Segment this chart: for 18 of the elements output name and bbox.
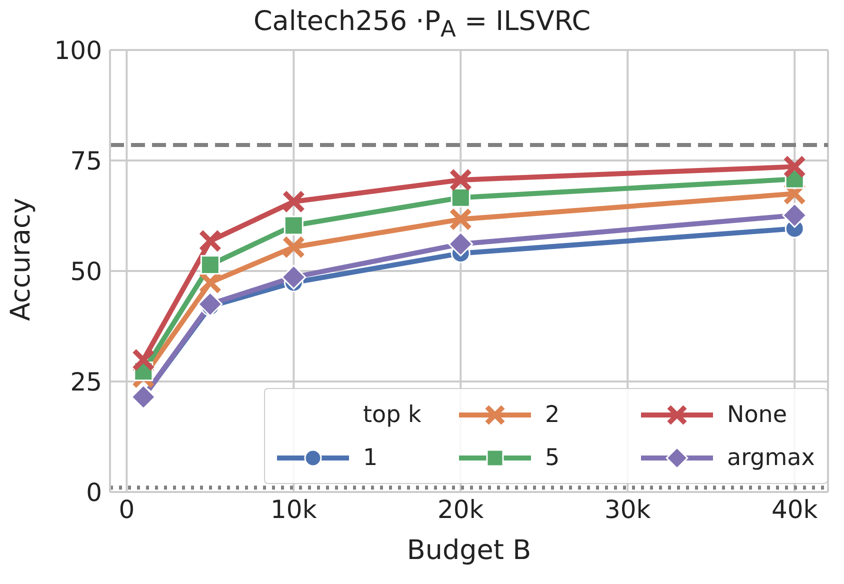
x-tick-label: 0 (118, 494, 135, 524)
legend-label: 1 (363, 444, 378, 470)
y-tick-label: 50 (70, 256, 102, 286)
y-tick-label: 100 (54, 36, 102, 65)
legend-label: 5 (545, 444, 560, 470)
y-axis-title: Accuracy (6, 198, 37, 321)
y-tick-label: 25 (70, 367, 102, 396)
legend-label: None (727, 402, 788, 428)
legend-label: 2 (545, 402, 560, 428)
legend-title: top k (363, 402, 422, 428)
x-tick-label: 40k (771, 494, 818, 524)
y-tick-label: 75 (70, 146, 102, 176)
chart-title: Caltech256 ·P$_{A}$ = ILSVRC (253, 6, 591, 42)
x-tick-label: 10k (270, 494, 318, 524)
x-tick-label: 30k (604, 494, 652, 524)
legend-label: argmax (727, 444, 815, 470)
x-axis-title: Budget B (406, 535, 532, 566)
x-tick-label: 20k (438, 494, 484, 524)
